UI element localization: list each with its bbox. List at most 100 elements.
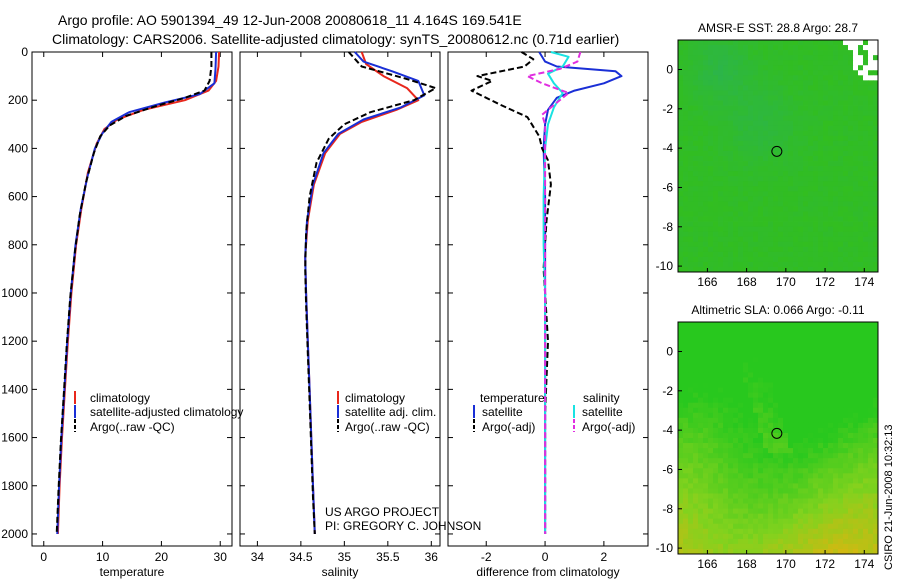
map-cell [858,45,864,51]
map-cell [783,145,789,152]
map-cell [818,201,824,207]
map-cell [728,352,734,358]
map-cell [748,458,754,464]
map-cell [778,120,784,127]
map-cell [848,140,854,147]
map-cell [843,372,849,378]
map-cell [813,518,819,525]
map-cell [738,493,744,499]
map-cell [758,221,764,228]
map-cell [813,332,819,338]
map-cell [678,543,684,550]
map-cell [693,206,699,212]
map-cell [853,80,859,86]
map-cell [728,443,734,449]
map-cell [768,362,774,368]
map-cell [843,236,849,243]
map-cell [718,110,724,117]
map-cell [788,201,794,207]
map-cell [773,322,779,328]
map-cell [808,231,814,238]
map-cell [808,110,814,117]
map-cell [733,241,739,248]
map-cell [863,55,869,61]
map-cell [793,166,799,172]
map-cell [798,161,804,167]
map-cell [688,473,694,479]
map-cell [743,246,749,253]
map-cell [698,417,704,424]
map-cell [873,453,879,459]
map-cell [748,332,754,338]
map-cell [773,392,779,399]
map-cell [748,181,754,187]
map-cell [873,150,879,157]
map-cell [743,392,749,399]
map-cell [738,417,744,424]
map-cell [703,181,709,187]
map-cell [783,45,789,51]
map-cell [733,337,739,343]
map-cell [753,538,759,545]
map-cell [748,261,754,268]
map-cell [798,150,804,157]
map-cell [768,211,774,217]
map-cell [798,191,804,197]
map-cell [863,397,869,404]
map-x-tick-label: 168 [737,275,757,289]
map-cell [683,135,689,142]
map-cell [863,145,869,152]
map-title: Altimetric SLA: 0.066 Argo: -0.11 [691,303,865,317]
map-cell [773,443,779,449]
series-line-temperature-satellite [538,51,623,534]
map-cell [843,503,849,510]
map-cell [683,85,689,91]
map-cell [768,150,774,157]
map-cell [803,161,809,167]
map-cell [818,427,824,434]
map-cell [733,85,739,91]
map-cell [793,150,799,157]
map-cell [748,438,754,444]
map-cell [758,478,764,484]
map-cell [778,448,784,454]
map-cell [753,150,759,157]
map-cell [693,458,699,464]
map-cell [798,438,804,444]
map-cell [813,231,819,238]
map-cell [873,367,879,373]
map-cell [863,201,869,207]
map-cell [788,156,794,162]
map-cell [718,508,724,515]
map-cell [768,438,774,444]
map-cell [758,533,764,540]
map-cell [693,181,699,187]
map-cell [753,498,759,504]
map-cell [778,181,784,187]
map-cell [853,90,859,96]
map-cell [838,266,844,273]
map-cell [698,473,704,479]
map-cell [788,241,794,248]
map-cell [823,261,829,268]
map-cell [688,50,694,56]
map-cell [693,387,699,394]
map-cell [788,422,794,429]
legend-label: Argo(..raw -QC) [345,420,430,434]
map-cell [678,166,684,172]
map-cell [798,493,804,499]
map-cell [688,85,694,91]
map-y-tick-label: -6 [662,180,673,194]
map-cell [688,115,694,122]
map-cell [803,392,809,399]
map-cell [833,176,839,182]
map-cell [838,382,844,388]
map-cell [718,468,724,474]
map-cell [843,75,849,81]
map-cell [778,140,784,147]
map-cell [703,503,709,510]
map-cell [688,206,694,212]
legend-label: Argo(-adj) [582,420,635,434]
map-cell [863,322,869,328]
map-cell [853,45,859,51]
